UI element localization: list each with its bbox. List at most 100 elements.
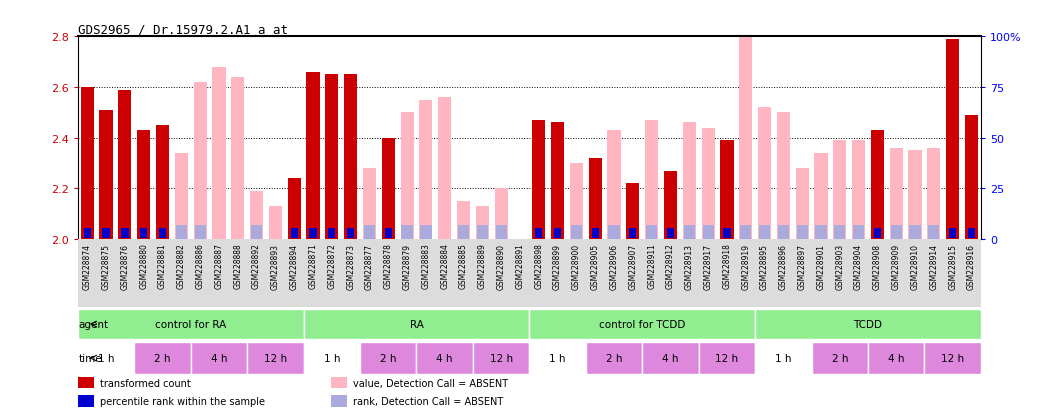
Bar [231, 78, 244, 240]
Text: GSM228910: GSM228910 [910, 243, 920, 289]
Text: GSM228885: GSM228885 [459, 243, 468, 289]
Bar [402, 225, 413, 240]
Text: GSM228892: GSM228892 [252, 243, 262, 289]
Bar [78, 395, 94, 406]
Bar [645, 121, 658, 240]
Bar [777, 225, 789, 240]
Text: GSM228878: GSM228878 [384, 243, 392, 289]
Bar [852, 141, 866, 240]
Bar [684, 225, 694, 240]
Bar [816, 225, 826, 240]
Text: GSM228871: GSM228871 [308, 243, 318, 289]
Bar [78, 309, 303, 339]
Bar [720, 141, 734, 240]
Text: GSM228915: GSM228915 [948, 243, 957, 289]
Bar [927, 149, 940, 240]
Bar [868, 342, 925, 374]
Bar [666, 228, 674, 238]
Text: GSM228893: GSM228893 [271, 243, 280, 289]
Bar [874, 228, 881, 238]
Text: GDS2965 / Dr.15979.2.A1_a_at: GDS2965 / Dr.15979.2.A1_a_at [78, 23, 288, 36]
Bar [213, 67, 225, 240]
Bar [385, 228, 392, 238]
Text: GSM228884: GSM228884 [440, 243, 449, 289]
Bar [495, 225, 507, 240]
Bar [835, 225, 845, 240]
Bar [347, 228, 354, 238]
Text: GSM228890: GSM228890 [496, 243, 506, 289]
Bar [331, 395, 347, 406]
Bar [363, 169, 376, 240]
Bar [159, 228, 166, 238]
Bar [755, 342, 812, 374]
Bar [909, 225, 921, 240]
Bar [946, 40, 959, 240]
Text: GSM228891: GSM228891 [516, 243, 524, 289]
Bar [420, 225, 432, 240]
Bar [419, 100, 433, 240]
Bar [626, 184, 639, 240]
Bar [571, 225, 582, 240]
Bar [364, 225, 375, 240]
Bar [331, 377, 347, 388]
Bar [703, 225, 714, 240]
Bar [570, 164, 583, 240]
Text: GSM228904: GSM228904 [854, 243, 864, 289]
Bar [438, 98, 452, 240]
Bar [758, 108, 771, 240]
Text: GSM228903: GSM228903 [836, 243, 844, 289]
Text: 2 h: 2 h [606, 353, 623, 363]
Text: GSM228888: GSM228888 [234, 243, 242, 289]
Text: GSM228916: GSM228916 [967, 243, 976, 289]
Text: 12 h: 12 h [941, 353, 964, 363]
Text: GSM228877: GSM228877 [365, 243, 374, 289]
Bar [473, 342, 529, 374]
Text: 2 h: 2 h [831, 353, 848, 363]
Text: value, Detection Call = ABSENT: value, Detection Call = ABSENT [353, 378, 509, 388]
Bar [309, 228, 317, 238]
Text: GSM228873: GSM228873 [346, 243, 355, 289]
Text: agent: agent [78, 319, 108, 329]
Bar [84, 228, 91, 238]
Bar [81, 88, 93, 240]
Bar [250, 192, 264, 240]
Bar [78, 377, 94, 388]
Text: GSM228875: GSM228875 [102, 243, 111, 289]
Text: GSM228918: GSM228918 [722, 243, 732, 289]
Bar [834, 141, 846, 240]
Bar [360, 342, 416, 374]
Bar [699, 342, 755, 374]
Text: GSM228887: GSM228887 [215, 243, 223, 289]
Text: GSM228919: GSM228919 [741, 243, 750, 289]
Text: GSM228882: GSM228882 [176, 243, 186, 289]
Bar [536, 228, 543, 238]
Bar [629, 228, 636, 238]
Text: 1 h: 1 h [98, 353, 114, 363]
Bar [494, 189, 508, 240]
Text: GSM228876: GSM228876 [120, 243, 130, 289]
Bar [306, 73, 320, 240]
Text: transformed count: transformed count [101, 378, 191, 388]
Bar [967, 228, 975, 238]
Bar [325, 75, 338, 240]
Text: 4 h: 4 h [887, 353, 904, 363]
Bar [871, 131, 884, 240]
Text: GSM228896: GSM228896 [778, 243, 788, 289]
Text: GSM228880: GSM228880 [139, 243, 148, 289]
Bar [739, 22, 753, 240]
Bar [776, 113, 790, 240]
Text: GSM228886: GSM228886 [195, 243, 204, 289]
Text: GSM228909: GSM228909 [892, 243, 901, 289]
Bar [457, 202, 470, 240]
Bar [755, 309, 981, 339]
Text: GSM228908: GSM228908 [873, 243, 882, 289]
Bar [607, 131, 621, 240]
Text: GSM228881: GSM228881 [158, 243, 167, 289]
Bar [723, 228, 731, 238]
Text: GSM228889: GSM228889 [477, 243, 487, 289]
Bar [949, 228, 956, 238]
Text: GSM228917: GSM228917 [704, 243, 713, 289]
Bar [78, 342, 134, 374]
Text: RA: RA [410, 319, 424, 329]
Text: GSM228898: GSM228898 [535, 243, 543, 289]
